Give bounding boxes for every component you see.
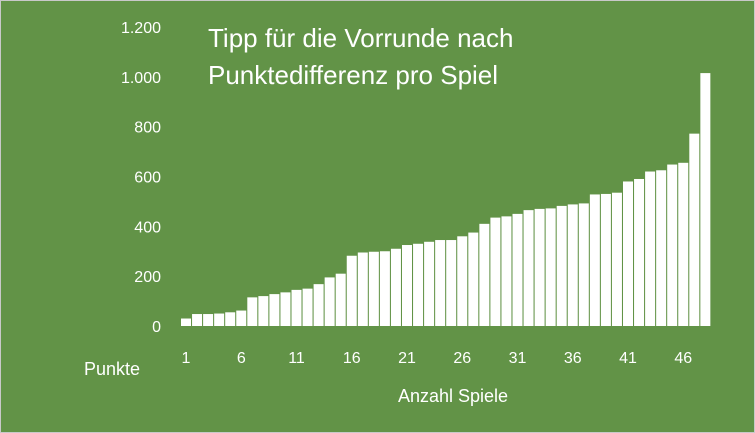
x-tick-label: 11 bbox=[288, 350, 305, 367]
bar-28 bbox=[479, 223, 490, 326]
x-axis-tick-labels: 1 6 11 16 21 26 31 36 41 46 bbox=[182, 350, 693, 367]
bar-8 bbox=[258, 296, 269, 326]
x-axis-title: Anzahl Spiele bbox=[398, 386, 508, 406]
bar-1 bbox=[181, 318, 191, 326]
bar-5 bbox=[225, 312, 236, 326]
bar-10 bbox=[280, 292, 291, 326]
bar-45 bbox=[667, 164, 678, 326]
bar-25 bbox=[446, 240, 457, 326]
y-tick-label: 400 bbox=[134, 219, 161, 236]
bar-35 bbox=[556, 205, 567, 326]
y-tick-label: 0 bbox=[152, 319, 161, 336]
x-tick-label: 1 bbox=[182, 350, 191, 367]
bar-6 bbox=[236, 310, 247, 326]
bar-3 bbox=[203, 314, 214, 326]
bar-44 bbox=[656, 170, 667, 326]
bar-27 bbox=[468, 232, 479, 326]
y-tick-label: 600 bbox=[134, 170, 161, 187]
bar-13 bbox=[313, 284, 324, 326]
bar-22 bbox=[413, 243, 424, 326]
bar-46 bbox=[678, 162, 689, 326]
bar-11 bbox=[291, 289, 302, 326]
y-tick-label: 1.000 bbox=[121, 70, 161, 87]
bar-2 bbox=[192, 314, 203, 326]
y-tick-label: 800 bbox=[134, 120, 161, 137]
bar-23 bbox=[424, 241, 435, 326]
x-tick-label: 16 bbox=[343, 350, 361, 367]
bar-32 bbox=[523, 210, 534, 326]
bar-7 bbox=[247, 297, 258, 326]
bar-9 bbox=[269, 294, 280, 326]
x-tick-label: 31 bbox=[509, 350, 527, 367]
bar-33 bbox=[534, 208, 545, 326]
chart-title: Tipp für die Vorrunde nach Punktediffere… bbox=[208, 23, 513, 90]
bar-34 bbox=[545, 208, 556, 326]
chart-title-line-2: Punktedifferenz pro Spiel bbox=[208, 60, 498, 90]
bar-43 bbox=[645, 171, 656, 326]
bar-30 bbox=[501, 216, 512, 326]
bar-31 bbox=[512, 213, 523, 327]
bar-19 bbox=[379, 251, 390, 326]
bar-26 bbox=[457, 236, 468, 326]
y-tick-label: 1.200 bbox=[121, 20, 161, 37]
bar-47 bbox=[689, 133, 700, 326]
x-tick-label: 36 bbox=[564, 350, 582, 367]
x-tick-label: 41 bbox=[619, 350, 637, 367]
bar-12 bbox=[302, 288, 313, 327]
chart-title-line-1: Tipp für die Vorrunde nach bbox=[208, 23, 513, 53]
bar-16 bbox=[346, 255, 357, 326]
bar-39 bbox=[600, 193, 611, 326]
bar-42 bbox=[634, 178, 645, 326]
bar-20 bbox=[390, 248, 401, 326]
bar-29 bbox=[490, 217, 501, 326]
y-tick-label: 200 bbox=[134, 269, 161, 286]
bar-4 bbox=[214, 313, 225, 326]
bar-series bbox=[181, 73, 711, 327]
bar-41 bbox=[623, 181, 633, 326]
bar-38 bbox=[589, 194, 600, 326]
x-tick-label: 6 bbox=[237, 350, 246, 367]
bar-17 bbox=[357, 252, 368, 326]
bar-15 bbox=[335, 273, 346, 326]
bar-37 bbox=[578, 203, 589, 326]
bar-36 bbox=[567, 204, 578, 326]
bar-40 bbox=[611, 192, 622, 326]
x-tick-label: 46 bbox=[674, 350, 692, 367]
y-axis-tick-labels: 0 200 400 600 800 1.000 1.200 bbox=[121, 20, 161, 336]
bar-14 bbox=[324, 277, 335, 326]
bar-21 bbox=[402, 245, 412, 326]
x-tick-label: 21 bbox=[398, 350, 416, 367]
bar-18 bbox=[368, 251, 379, 326]
bar-48 bbox=[700, 73, 711, 326]
x-tick-label: 26 bbox=[453, 350, 471, 367]
bar-24 bbox=[435, 240, 446, 326]
y-axis-title: Punkte bbox=[84, 359, 140, 379]
